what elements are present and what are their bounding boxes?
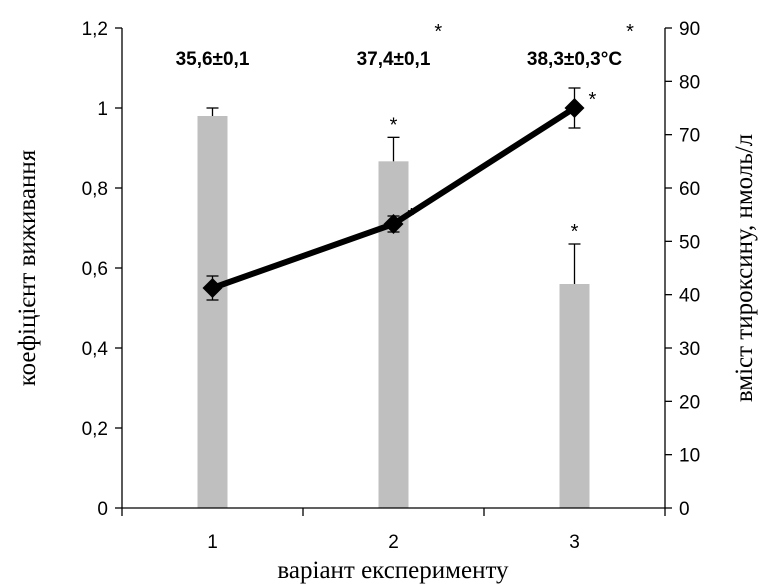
bar-3 <box>559 284 590 508</box>
x-tick-label-1: 1 <box>207 532 218 553</box>
line-star-2: * <box>408 205 416 227</box>
y-axis-right-title: вміст тироксину, нмоль/л <box>731 134 758 402</box>
y-right-tick-label-2: 20 <box>679 392 700 413</box>
line-point-2 <box>383 214 404 234</box>
y-axis-left-title: коефіцієнт виживання <box>14 149 41 386</box>
y-right-tick-label-7: 70 <box>679 126 700 147</box>
y-right-tick-label-4: 40 <box>679 286 700 307</box>
y-right-tick-label-3: 30 <box>679 339 700 360</box>
bar-star-2: * <box>390 114 398 136</box>
y-right-tick-label-9: 90 <box>679 19 700 40</box>
significance-stars-group: * * * * <box>390 89 597 243</box>
line-star-3: * <box>589 89 597 111</box>
y-right-tick-label-0: 0 <box>679 499 690 520</box>
bar-errors-group <box>206 107 581 284</box>
x-axis-title: варіант експерименту <box>277 557 509 584</box>
y-left-tick-label-3: 0,6 <box>82 259 108 280</box>
y-left-tick-label-4: 0,8 <box>82 179 108 200</box>
y-right-tick-label-1: 10 <box>679 446 700 467</box>
y-right-tick-label-6: 60 <box>679 179 700 200</box>
annotation-3: 38,3±0,3°C <box>527 49 622 70</box>
y-left-tick-label-5: 1 <box>97 99 108 120</box>
line-point-3 <box>564 98 585 118</box>
tick-labels-group: 0 0,2 0,4 0,6 0,8 1 1,2 0 10 20 30 40 50 60 70 80 90 1 2 3 <box>82 19 701 553</box>
annotation-2: 37,4±0,1 <box>357 49 431 70</box>
bar-2 <box>378 161 409 509</box>
y-right-tick-label-5: 50 <box>679 232 700 253</box>
x-tick-label-3: 3 <box>569 532 580 553</box>
y-left-tick-label-2: 0,4 <box>82 339 109 360</box>
x-tick-label-2: 2 <box>388 532 399 553</box>
bar-star-3: * <box>571 221 579 243</box>
annotation-1: 35,6±0,1 <box>176 49 250 70</box>
bar-1 <box>197 116 228 508</box>
annotation-star-3: * <box>626 21 634 43</box>
y-left-tick-label-0: 0 <box>97 499 108 520</box>
line-series-group <box>202 98 585 298</box>
y-right-tick-label-8: 80 <box>679 72 700 93</box>
axes-group <box>115 27 672 516</box>
annotation-star-2: * <box>434 21 442 43</box>
line-point-1 <box>202 278 223 298</box>
annotations-group: 35,6±0,1 37,4±0,1*38,3±0,3°C* <box>176 21 634 70</box>
y-left-tick-label-6: 1,2 <box>82 19 108 40</box>
bars-group <box>197 116 590 509</box>
y-left-tick-label-1: 0,2 <box>82 419 108 440</box>
